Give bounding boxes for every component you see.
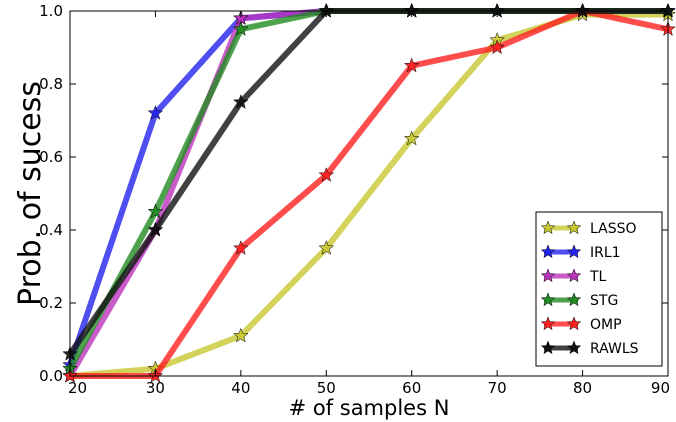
data-point-star-marker [403, 57, 420, 73]
y-tick-label: 0.6 [39, 148, 63, 166]
data-point-star-marker [147, 221, 164, 237]
x-tick-label: 60 [402, 379, 421, 397]
y-tick-label: 0.4 [39, 221, 63, 239]
legend-item-omp: OMP [540, 316, 622, 333]
legend-star-marker [566, 340, 582, 355]
x-axis-title: # of samples N [289, 396, 450, 420]
data-point-star-marker [318, 167, 335, 182]
x-tick-label: 30 [146, 379, 165, 397]
y-tick-label: 0.8 [39, 75, 63, 93]
legend: LASSO IRL1 TL STG OMP RAWLS [535, 211, 663, 367]
series-line-omp [70, 8, 669, 379]
data-point-star-marker [147, 104, 164, 120]
data-point-star-marker [233, 327, 249, 343]
legend-star-marker [540, 292, 556, 307]
x-tick-label: 40 [231, 379, 250, 397]
data-point-star-marker [233, 21, 249, 36]
x-tick-label: 90 [651, 379, 670, 397]
legend-label: RAWLS [590, 341, 639, 357]
data-point-star-marker [318, 240, 335, 255]
legend-label: OMP [590, 317, 622, 333]
legend-star-marker [566, 244, 582, 259]
legend-star-marker [540, 244, 556, 259]
legend-item-stg: STG [540, 292, 618, 309]
legend-label: IRL1 [590, 245, 621, 261]
legend-label: TL [589, 269, 607, 285]
x-tick-label: 50 [317, 379, 336, 397]
x-tick-label: 20 [68, 379, 87, 397]
legend-label: STG [590, 293, 618, 309]
data-point-star-marker [147, 203, 164, 219]
legend-star-marker [540, 340, 556, 355]
y-tick-label: 0.2 [39, 294, 63, 312]
legend-item-rawls: RAWLS [540, 340, 639, 357]
x-tick-label: 70 [488, 379, 507, 397]
data-point-star-marker [403, 130, 420, 146]
data-point-star-marker [233, 240, 249, 255]
data-point-star-marker [489, 39, 505, 55]
y-tick-label: 0.0 [39, 367, 63, 385]
plot-frame [69, 10, 669, 377]
legend-star-marker [540, 268, 556, 283]
legend-star-marker [566, 292, 582, 307]
y-tick-label: 1.0 [39, 2, 63, 20]
ticks-layer: 20 30 40 50 60 70 80 90 0.0 0.2 0.4 0.6 0.8 1.0 [39, 2, 670, 397]
y-axis-title: Prob. of sucess [13, 81, 48, 306]
legend-star-marker [566, 268, 582, 283]
legend-item-tl: TL [540, 268, 607, 285]
legend-item-irl1: IRL1 [540, 244, 621, 261]
legend-box [535, 211, 663, 367]
legend-star-marker [566, 316, 582, 331]
legend-item-lasso: LASSO [540, 220, 637, 237]
legend-star-marker [540, 316, 556, 331]
legend-star-marker [540, 220, 556, 235]
data-point-star-marker [233, 94, 249, 109]
x-tick-label: 80 [573, 379, 592, 397]
legend-label: LASSO [590, 221, 637, 237]
legend-star-marker [566, 220, 582, 235]
